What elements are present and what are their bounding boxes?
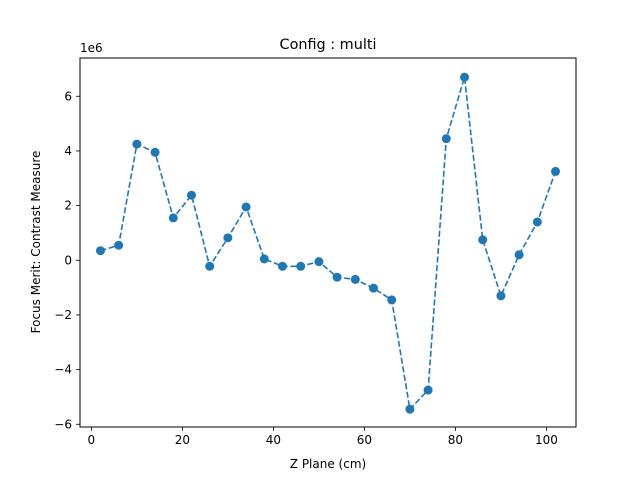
x-tick-label: 60 bbox=[357, 433, 372, 447]
data-series bbox=[95, 72, 561, 414]
data-point bbox=[168, 213, 178, 223]
data-point bbox=[223, 233, 233, 243]
series-line bbox=[100, 76, 557, 411]
y-axis-label: Focus Merit: Contrast Measure bbox=[29, 151, 43, 334]
data-point bbox=[205, 261, 215, 271]
y-tick-label: 4 bbox=[64, 144, 72, 158]
data-point bbox=[259, 254, 269, 264]
data-point bbox=[241, 202, 251, 212]
data-point bbox=[387, 295, 397, 305]
data-point bbox=[441, 134, 451, 144]
data-point bbox=[460, 72, 470, 82]
data-point bbox=[150, 147, 160, 157]
y-tick-label: 6 bbox=[64, 89, 72, 103]
x-axis-label: Z Plane (cm) bbox=[290, 457, 366, 471]
y-tick-label: 2 bbox=[64, 199, 72, 213]
data-point bbox=[132, 139, 142, 149]
x-tick-label: 40 bbox=[266, 433, 281, 447]
data-point bbox=[114, 240, 124, 250]
data-point bbox=[95, 246, 105, 256]
data-point bbox=[314, 257, 324, 267]
chart-title: Config : multi bbox=[280, 37, 377, 53]
plot-frame bbox=[79, 57, 577, 428]
data-point bbox=[514, 250, 524, 260]
y-tick-label: −2 bbox=[54, 308, 72, 322]
data-point bbox=[478, 235, 488, 245]
axis-ticks: 0 20 40 60 80 100 −6 −4 −2 0 2 4 6 bbox=[54, 89, 558, 447]
y-tick-label: −4 bbox=[54, 363, 72, 377]
data-point bbox=[496, 291, 506, 301]
data-point bbox=[423, 385, 433, 395]
x-tick-label: 0 bbox=[88, 433, 96, 447]
y-tick-label: −6 bbox=[54, 417, 72, 431]
data-point bbox=[405, 404, 415, 414]
data-point bbox=[350, 274, 360, 284]
x-tick-label: 20 bbox=[175, 433, 190, 447]
data-point bbox=[277, 261, 287, 271]
data-point bbox=[369, 283, 379, 293]
data-point bbox=[186, 190, 196, 200]
data-point bbox=[332, 272, 342, 282]
x-tick-label: 100 bbox=[535, 433, 558, 447]
x-tick-label: 80 bbox=[448, 433, 463, 447]
data-point bbox=[532, 217, 542, 227]
data-point bbox=[296, 261, 306, 271]
data-point bbox=[551, 166, 561, 176]
y-tick-label: 0 bbox=[64, 253, 72, 267]
y-axis-scale-label: 1e6 bbox=[80, 41, 103, 55]
